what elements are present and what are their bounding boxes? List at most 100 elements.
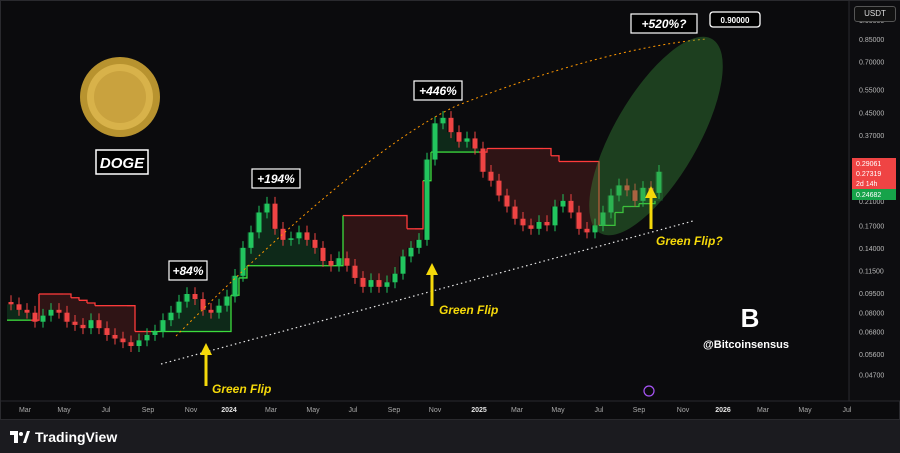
supertrend-fill	[511, 148, 519, 219]
candle-body	[528, 225, 534, 229]
supertrend-fill	[351, 215, 359, 278]
candle-body	[120, 338, 126, 343]
supertrend-fill	[47, 294, 55, 310]
candle-body	[128, 342, 134, 347]
candle-body	[632, 190, 638, 201]
pct-box	[630, 13, 698, 34]
candle-body	[424, 159, 430, 240]
supertrend-line	[415, 180, 424, 230]
x-tick-label: May	[306, 407, 320, 414]
candle-body	[656, 171, 662, 193]
candle-body	[8, 302, 14, 305]
candle-body	[40, 315, 46, 322]
supertrend-fill	[447, 132, 455, 153]
candle-body	[280, 228, 286, 240]
x-tick-label: 2024	[221, 407, 237, 414]
candle-body	[448, 117, 454, 133]
candle-body	[176, 301, 182, 313]
supertrend-fill	[407, 228, 415, 248]
supertrend-fill	[359, 215, 367, 287]
candle-body	[512, 206, 518, 219]
candle-body	[640, 187, 646, 201]
x-tick-label: Sep	[633, 407, 646, 414]
x-tick-label: Mar	[757, 407, 770, 414]
candle-body	[592, 225, 598, 233]
supertrend-line	[87, 302, 96, 306]
supertrend-line	[551, 155, 560, 162]
price-tag-label: 2d 14h	[856, 181, 878, 188]
flip-label: Green Flip?	[656, 234, 723, 248]
supertrend-line	[615, 206, 624, 214]
candle-body	[24, 309, 30, 313]
x-tick-label: May	[57, 407, 71, 414]
price-chart[interactable]: 1.000000.850000.700000.550000.450000.370…	[1, 1, 900, 421]
candle-body	[232, 275, 238, 297]
x-tick-label: 2025	[471, 407, 487, 414]
supertrend-fill	[263, 203, 271, 266]
supertrend-fill	[311, 247, 319, 266]
supertrend-fill	[287, 238, 295, 266]
currency-badge[interactable]: USDT	[854, 6, 896, 22]
supertrend-fill	[295, 232, 303, 266]
candle-body	[432, 123, 438, 160]
pct-box	[251, 168, 301, 189]
supertrend-fill	[111, 305, 119, 339]
supertrend-line	[591, 160, 600, 226]
x-tick-label: Mar	[511, 407, 524, 414]
supertrend-fill	[7, 304, 15, 321]
supertrend-fill	[439, 117, 447, 153]
candle-body	[552, 206, 558, 226]
supertrend-line	[239, 265, 248, 279]
asset-box	[95, 149, 149, 175]
supertrend-fill	[543, 148, 551, 226]
candle-body	[568, 200, 574, 213]
y-tick-label: 0.17000	[859, 223, 884, 230]
tradingview-icon	[10, 430, 30, 443]
candle-body	[192, 294, 198, 300]
price-tag-label: 0.24682	[856, 192, 881, 199]
price-tag-label: 0.29061	[856, 161, 881, 168]
supertrend-fill	[191, 299, 199, 332]
supertrend-fill	[567, 161, 575, 213]
pct-label: +84%	[172, 264, 203, 278]
y-tick-label: 0.05600	[859, 352, 884, 359]
candle-body	[480, 148, 486, 172]
candle-body	[160, 320, 166, 332]
projection-curve	[175, 38, 707, 337]
candle-body	[600, 212, 606, 226]
target-label: 0.90000	[721, 16, 750, 25]
supertrend-fill	[559, 161, 567, 201]
candle-body	[520, 218, 526, 226]
candle-body	[560, 200, 566, 207]
target-ellipse	[589, 36, 723, 236]
supertrend-fill	[303, 239, 311, 266]
supertrend-fill	[71, 297, 79, 325]
supertrend-fill	[183, 294, 191, 332]
supertrend-fill	[255, 212, 263, 266]
supertrend-fill	[495, 148, 503, 196]
candle-body	[456, 132, 462, 142]
x-tick-label: Jul	[843, 407, 852, 414]
candle-body	[624, 185, 630, 191]
supertrend-fill	[103, 305, 111, 335]
candle-body	[616, 185, 622, 196]
x-tick-label: Sep	[388, 407, 401, 414]
candle-body	[136, 340, 142, 347]
supertrend-fill	[199, 309, 207, 332]
y-tick-label: 0.11500	[859, 269, 884, 276]
handle-label: @Bitcoinsensus	[703, 339, 789, 351]
candle-body	[344, 258, 350, 266]
candle-body	[104, 328, 110, 335]
supertrend-fill	[207, 312, 215, 332]
supertrend-fill	[79, 300, 87, 329]
candle-body	[376, 280, 382, 287]
pct-box	[168, 260, 208, 281]
y-tick-label: 0.85000	[859, 37, 884, 44]
flip-label: Green Flip	[439, 303, 498, 317]
y-axis-panel	[849, 1, 900, 401]
pct-box	[413, 80, 463, 101]
supertrend-line	[399, 214, 408, 229]
tradingview-logo[interactable]: TradingView	[10, 429, 117, 445]
chart-frame: 1.000000.850000.700000.550000.450000.370…	[0, 0, 900, 420]
price-tag-label: 0.27319	[856, 171, 881, 178]
